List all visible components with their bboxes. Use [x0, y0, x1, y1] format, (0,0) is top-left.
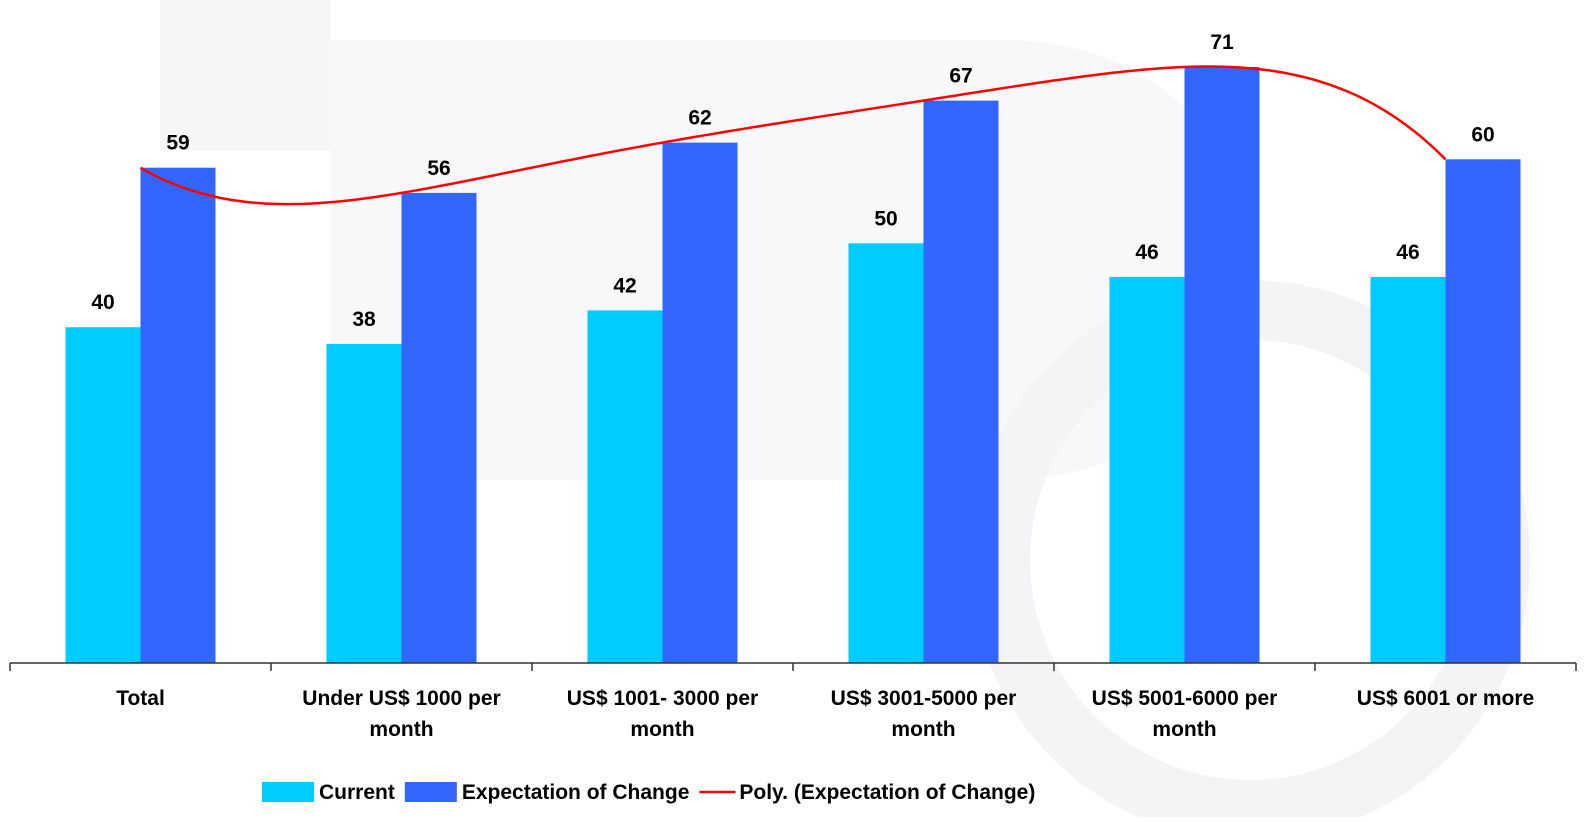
- data-label: 71: [1210, 31, 1234, 54]
- bar-current-3: [848, 243, 924, 664]
- bar-current-2: [587, 310, 663, 663]
- bar-expectation-of-change-1: [401, 192, 477, 663]
- bar-current-0: [65, 327, 141, 663]
- legend-swatch: [404, 782, 457, 802]
- trendline-layer: [139, 65, 1447, 206]
- data-label: 67: [949, 65, 972, 88]
- bar-expectation-of-change-3: [923, 100, 999, 664]
- bar-expectation-of-change-4: [1184, 67, 1260, 663]
- legend-swatch: [262, 782, 314, 802]
- data-label: 60: [1471, 123, 1494, 146]
- legend-label: Poly. (Expectation of Change): [739, 781, 1035, 804]
- x-axis: Total Under US$ 1000 per month US$ 1001- 30…: [9, 662, 1577, 741]
- bar-expectation-of-change-2: [662, 142, 738, 664]
- x-tick-label: US$ 1001- 3000 per month: [567, 687, 758, 741]
- data-label: 38: [352, 308, 376, 331]
- data-label: 40: [91, 291, 114, 314]
- data-label: 50: [874, 207, 897, 230]
- x-tick-label: Total: [116, 687, 165, 710]
- data-label: 62: [688, 107, 711, 130]
- legend: Current Expectation of Change Poly. (Expec…: [262, 781, 1035, 804]
- legend-label: Current: [319, 781, 395, 804]
- trendline-path: [139, 65, 1447, 206]
- data-label: 42: [613, 274, 636, 297]
- x-tick-label: US$ 6001 or more: [1357, 687, 1534, 710]
- bar-expectation-of-change-5: [1445, 159, 1521, 664]
- data-labels-layer: 40 59 38 56 42 62 50 67 46 71 46 60: [91, 31, 1494, 331]
- data-label: 56: [427, 157, 450, 180]
- bars-layer: [65, 67, 1521, 664]
- data-label: 46: [1396, 241, 1419, 264]
- bar-current-5: [1370, 276, 1446, 663]
- data-label: 59: [166, 132, 189, 155]
- x-tick-label: US$ 3001-5000 per month: [831, 687, 1017, 741]
- x-tick-label: Under US$ 1000 per month: [302, 687, 500, 741]
- data-label: 46: [1135, 241, 1158, 264]
- bar-expectation-of-change-0: [140, 167, 216, 663]
- bar-current-1: [326, 344, 402, 663]
- legend-label: Expectation of Change: [462, 781, 690, 804]
- bar-current-4: [1109, 276, 1185, 663]
- x-tick-label: US$ 5001-6000 per month: [1092, 687, 1278, 741]
